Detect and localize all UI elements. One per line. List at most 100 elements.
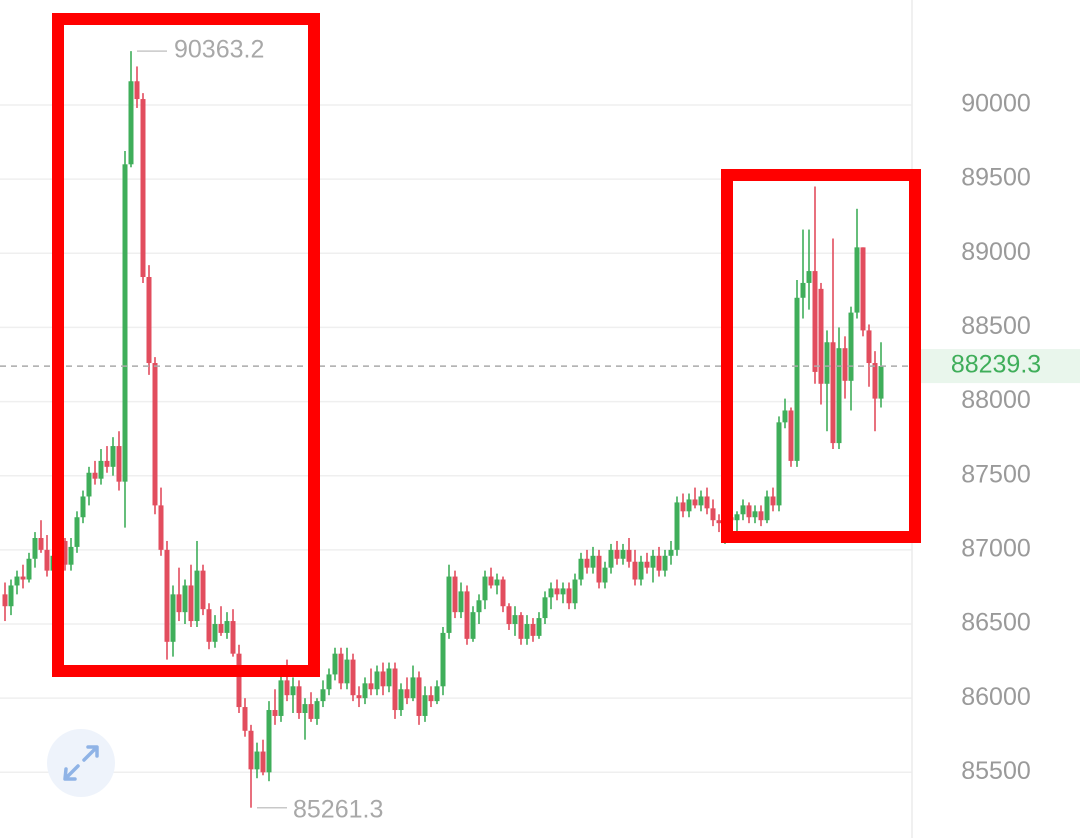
candle-body (836, 348, 842, 444)
candle-body (266, 710, 272, 773)
candle-body (140, 99, 146, 278)
candle-body (842, 348, 848, 381)
candle-body (626, 549, 632, 562)
expand-icon[interactable] (63, 745, 99, 781)
candle-body (782, 410, 788, 423)
candle-body (656, 555, 662, 571)
candle-body (110, 446, 116, 467)
y-tick-label: 89000 (961, 238, 1031, 266)
candle-body (716, 520, 722, 524)
candle-body (122, 164, 128, 482)
candle-body (872, 363, 878, 399)
candle-body (104, 460, 110, 467)
candle-body (464, 591, 470, 639)
candle-body (308, 704, 314, 719)
y-tick-label: 86000 (961, 683, 1031, 711)
candle-body (824, 342, 830, 384)
candle-body (8, 585, 14, 607)
candle-body (98, 460, 104, 479)
candle-body (560, 588, 566, 595)
candle-body (680, 502, 686, 512)
candle-body (116, 446, 122, 482)
grid: 85500 86000 86500 87000 87500 88000 88500 89000… (0, 90, 1031, 785)
candle-body (878, 366, 884, 399)
candle-body (608, 549, 614, 568)
candle-body (38, 538, 44, 550)
candle-body (854, 247, 860, 313)
candle-body (848, 312, 854, 381)
candle-body (632, 561, 638, 580)
candle-body (566, 588, 572, 604)
candle-body (758, 511, 764, 521)
y-tick-label: 88500 (961, 312, 1031, 340)
candle-body (74, 517, 80, 547)
candle-body (206, 609, 212, 642)
candle-body (512, 615, 518, 625)
candle-body (68, 546, 74, 565)
candle-body (746, 505, 752, 518)
y-tick-label: 88000 (961, 386, 1031, 414)
candle-body (662, 555, 668, 571)
candle-body (368, 683, 374, 690)
candle-body (458, 591, 464, 613)
candle-body (794, 297, 800, 461)
candle-body (698, 496, 704, 506)
candle-body (152, 363, 158, 506)
candle-body (548, 588, 554, 598)
candle-body (554, 588, 560, 595)
candle-body (410, 677, 416, 699)
candle-body (440, 632, 446, 687)
candle-body (326, 674, 332, 690)
candle-body (32, 538, 38, 559)
candle-body (530, 624, 536, 636)
candle-body (692, 499, 698, 506)
candle-body (176, 594, 182, 613)
candle-body (374, 671, 380, 690)
candle-body (194, 570, 200, 622)
highlight-box (52, 13, 320, 677)
expand-button-bg[interactable] (47, 729, 115, 797)
candle-body (290, 686, 296, 696)
candle-body (614, 549, 620, 559)
candle-body (170, 594, 176, 642)
candle-body (764, 496, 770, 521)
candle-body (416, 677, 422, 716)
candle-body (776, 422, 782, 506)
candle-body (446, 576, 452, 633)
candle-body (452, 576, 458, 613)
candle-body (812, 271, 818, 372)
candle-body (668, 549, 674, 556)
candle-body (674, 502, 680, 550)
candle-body (800, 282, 806, 298)
highlight-box (721, 169, 921, 543)
candle-body (296, 686, 302, 713)
candle-body (788, 410, 794, 461)
candle-body (44, 549, 50, 571)
candle-body (356, 695, 362, 699)
candle-body (248, 730, 254, 770)
candle-body (86, 472, 92, 497)
candle-body (26, 558, 32, 580)
candle-body (224, 621, 230, 633)
candle-body (188, 585, 194, 622)
candle-body (158, 505, 164, 550)
candle-body (860, 247, 866, 331)
candle-body (818, 288, 824, 384)
candle-body (362, 683, 368, 699)
candles (2, 51, 884, 808)
candle-body (230, 621, 236, 654)
candle-body (182, 585, 188, 613)
candle-body (536, 618, 542, 636)
candle-body (392, 668, 398, 711)
y-tick-label: 90000 (961, 90, 1031, 118)
candle-body (350, 659, 356, 696)
candle-body (770, 496, 776, 506)
candle-body (506, 606, 512, 625)
candle-body (470, 612, 476, 639)
candle-body (164, 549, 170, 642)
candle-body (590, 555, 596, 568)
candle-body (380, 671, 386, 687)
expand-button[interactable] (47, 729, 115, 797)
candle-body (332, 653, 338, 675)
